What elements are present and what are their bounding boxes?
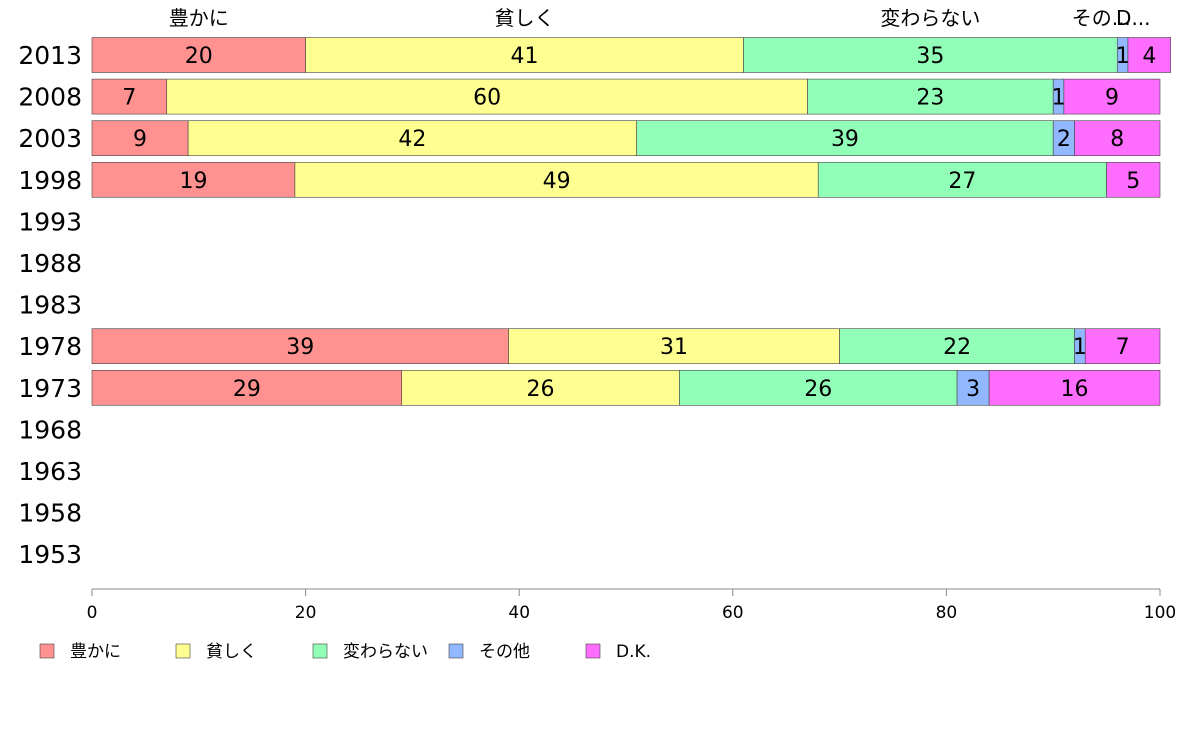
bar-2003-2 [636,120,1054,156]
bar-1998-4 [1106,162,1161,198]
bar-label-1973-2: 26 [804,377,832,402]
bar-2008-2 [807,78,1054,115]
x-tick-label-4: 80 [936,603,958,623]
bar-label-1978-4: 7 [1116,335,1130,360]
legend-label-2: 変わらない [343,642,428,662]
bar-label-2008-2: 23 [916,86,944,111]
year-label-1983: 1983 [18,291,82,320]
bar-1973-3 [956,369,990,406]
year-label-1968: 1968 [18,415,82,444]
year-label-1953: 1953 [18,540,82,569]
legend-swatch-3 [448,643,464,659]
bar-1978-1 [508,328,840,365]
legend-label-1: 貧しく [206,642,257,662]
bar-1978-0 [91,328,509,365]
bar-label-1973-3: 3 [966,377,980,402]
year-label-2003: 2003 [18,124,82,153]
bar-label-1973-4: 16 [1061,377,1089,402]
bar-label-1998-1: 49 [543,169,571,194]
bar-label-1978-2: 22 [943,335,971,360]
year-label-1958: 1958 [18,499,82,528]
legend-label-0: 豊かに [70,642,121,662]
bar-label-2013-3: 1 [1116,44,1130,69]
legend-swatch-4 [585,643,601,659]
legend: 豊かに 貧しく 変わらない その他 D.K. [39,642,651,662]
bar-label-1978-0: 39 [286,335,314,360]
year-label-1963: 1963 [18,457,82,486]
bar-label-1998-4: 5 [1126,169,1140,194]
bar-2013-0 [91,37,306,73]
x-tick-label-3: 60 [722,603,744,623]
year-label-1998: 1998 [18,166,82,195]
bar-label-2013-4: 4 [1142,44,1156,69]
year-label-2013: 2013 [18,41,82,70]
bar-2003-0 [91,120,189,156]
bar-1978-4 [1084,328,1161,365]
bar-label-2003-0: 9 [133,127,147,152]
bar-label-2013-2: 35 [916,44,944,69]
bar-2013-4 [1127,37,1171,73]
bar-label-1973-0: 29 [233,377,261,402]
x-tick-label-1: 20 [295,603,317,623]
legend-label-4: D.K. [616,642,651,662]
legend-swatch-2 [312,643,328,659]
x-tick-label-0: 0 [87,603,98,623]
bar-1998-0 [91,162,296,198]
x-tick-label-5: 100 [1144,603,1176,623]
bar-2013-2 [743,37,1118,73]
year-label-1993: 1993 [18,207,82,236]
top-label-2: 変わらない [880,6,980,30]
year-label-2008: 2008 [18,83,82,112]
year-labels: 2013 2008 2003 1998 1993 1988 1983 1978 1973 1968… [18,41,82,569]
bar-2008-0 [91,78,168,115]
bar-label-2003-1: 42 [398,127,426,152]
bars: 20 41 35 1 47 60 23 1 99 42 39 2 819 49 27 539 31 22 1 729 2… [91,37,1171,406]
bar-label-2008-3: 1 [1052,86,1066,111]
bar-label-2003-4: 8 [1110,127,1124,152]
year-label-1973: 1973 [18,374,82,403]
legend-label-3: その他 [479,642,530,662]
bar-2013-1 [305,37,744,73]
bar-1973-4 [988,369,1161,406]
year-label-1978: 1978 [18,332,82,361]
year-label-1988: 1988 [18,249,82,278]
bar-label-1978-3: 1 [1073,335,1087,360]
top-label-4: D... [1116,6,1150,30]
x-axis: 0 20 40 60 80 100 [87,588,1176,623]
bar-1998-2 [817,162,1107,198]
bar-label-1998-2: 27 [948,169,976,194]
bar-1973-2 [679,369,958,406]
bar-label-2003-2: 39 [831,127,859,152]
top-label-1: 貧しく [495,6,555,30]
top-labels: 豊かに 貧しく 変わらない その...D... [169,6,1151,30]
bar-label-2013-1: 41 [511,44,539,69]
legend-swatch-1 [175,643,191,659]
bar-label-2008-1: 60 [473,86,501,111]
bar-label-2008-0: 7 [122,86,136,111]
bar-label-1998-0: 19 [179,169,207,194]
top-label-0: 豊かに [169,6,229,30]
bar-2003-4 [1074,120,1161,156]
bar-1978-2 [839,328,1075,365]
bar-label-2008-4: 9 [1105,86,1119,111]
bar-label-1978-1: 31 [660,335,688,360]
bar-label-1973-1: 26 [527,377,555,402]
bar-1973-1 [401,369,680,406]
bar-1998-1 [294,162,819,198]
bar-2008-1 [166,78,808,115]
bar-1973-0 [91,369,403,406]
legend-swatch-0 [39,643,55,659]
bar-2008-4 [1063,78,1161,115]
bar-label-2013-0: 20 [185,44,213,69]
bar-2003-1 [187,120,637,156]
x-tick-label-2: 40 [508,603,530,623]
bar-label-2003-3: 2 [1057,127,1071,152]
top-label-3: その... [1072,6,1131,30]
